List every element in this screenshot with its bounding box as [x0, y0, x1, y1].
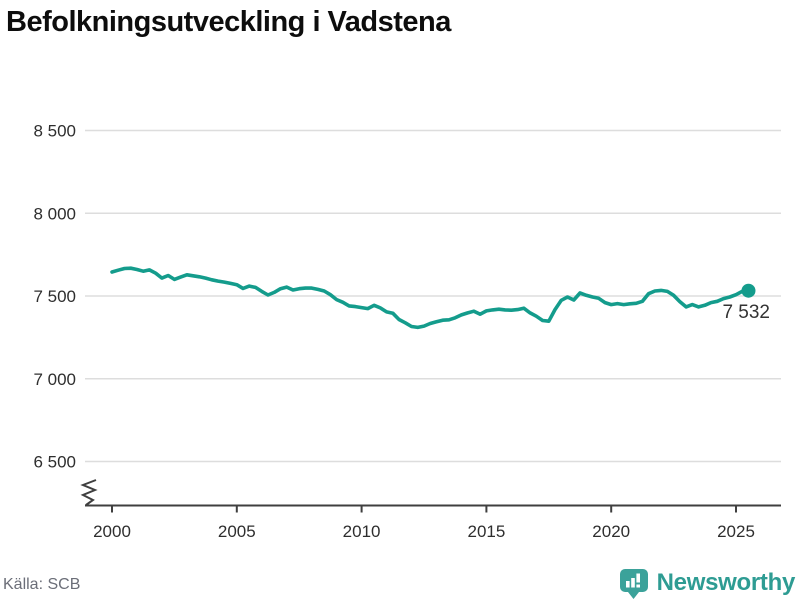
x-axis-label: 2015 [467, 522, 505, 541]
source-label: Källa: SCB [3, 576, 81, 593]
axis-break-icon [80, 479, 98, 506]
x-axis-label: 2025 [717, 522, 755, 541]
latest-value-label: 7 532 [722, 302, 770, 323]
bar-chart-speech-bubble-icon [619, 568, 648, 599]
y-axis-label: 8 000 [33, 204, 76, 223]
x-axis-label: 2000 [93, 522, 131, 541]
y-axis-label: 7 000 [33, 370, 76, 389]
chart-title: Befolkningsutveckling i Vadstena [6, 6, 451, 38]
newsworthy-logo: Newsworthy [618, 566, 795, 600]
x-axis-label: 2020 [592, 522, 630, 541]
y-axis-label: 6 500 [33, 453, 76, 472]
x-axis-label: 2010 [343, 522, 381, 541]
y-axis-label: 7 500 [33, 287, 76, 306]
latest-value-dot [741, 283, 756, 298]
population-series-line [110, 266, 751, 330]
newsworthy-wordmark: Newsworthy [656, 569, 796, 596]
x-axis-label: 2005 [218, 522, 256, 541]
y-axis-label: 8 500 [33, 122, 76, 141]
